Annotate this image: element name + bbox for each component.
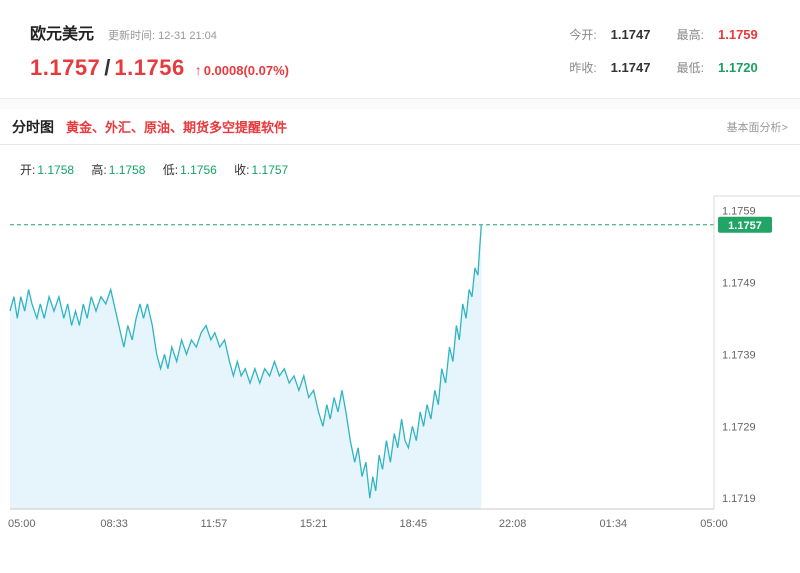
y-tick-label: 1.1739 bbox=[722, 349, 756, 361]
price-row: 1.1757 / 1.1756 ↑ 0.0008(0.07%) bbox=[30, 55, 770, 81]
last-price-badge-label: 1.1757 bbox=[728, 220, 762, 232]
intraday-chart[interactable]: 1.1759 1.1749 1.1739 1.1729 1.1719 1.1757 05:0… bbox=[0, 184, 800, 559]
ohlc-high-value: 1.1758 bbox=[108, 163, 146, 177]
chart-section: 开: 1.1758 高: 1.1758 低: 1.1756 收: 1.1757 1.17… bbox=[0, 145, 800, 559]
ohlc-close-label: 收: bbox=[234, 163, 250, 177]
ohlc-close-value: 1.1757 bbox=[251, 163, 289, 177]
price-area-fill bbox=[10, 224, 482, 510]
update-time-value: 12-31 21:04 bbox=[158, 30, 217, 42]
page: 欧元美元 更新时间: 12-31 21:04 1.1757 / 1.1756 ↑… bbox=[0, 0, 800, 559]
ohlc-high-label: 高: bbox=[91, 163, 107, 177]
x-tick-label: 22:08 bbox=[499, 518, 527, 530]
stat-prevclose-value: 1.1747 bbox=[610, 60, 651, 75]
up-arrow-icon: ↑ bbox=[194, 62, 202, 78]
price-line bbox=[9, 224, 482, 499]
x-tick-label: 05:00 bbox=[700, 518, 728, 530]
x-tick-label: 18:45 bbox=[400, 518, 428, 530]
quote-panel: 欧元美元 更新时间: 12-31 21:04 1.1757 / 1.1756 ↑… bbox=[0, 0, 800, 99]
tab-timeshare-chart[interactable]: 分时图 bbox=[12, 118, 54, 135]
x-tick-label: 01:34 bbox=[600, 518, 628, 530]
ask-price: 1.1756 bbox=[114, 55, 185, 80]
symbol-name: 欧元美元 bbox=[30, 26, 95, 43]
ohlc-open-label: 开: bbox=[20, 163, 36, 177]
stat-low-label: 最低: bbox=[676, 61, 704, 75]
update-time-label: 更新时间: bbox=[108, 30, 156, 42]
fundamental-analysis-link[interactable]: 基本面分析> bbox=[726, 121, 788, 134]
y-tick-label: 1.1759 bbox=[722, 205, 756, 217]
quote-title-row: 欧元美元 更新时间: 12-31 21:04 bbox=[30, 0, 770, 44]
quote-left: 欧元美元 更新时间: 12-31 21:04 1.1757 / 1.1756 ↑… bbox=[30, 0, 770, 81]
x-tick-label: 08:33 bbox=[100, 518, 128, 530]
quote-stats: 今开: 1.1747 最高: 1.1759 昨收: 1.1747 最低: 1.1… bbox=[569, 26, 770, 76]
price-change: 0.0008(0.07%) bbox=[203, 63, 289, 78]
y-tick-label: 1.1749 bbox=[722, 277, 756, 289]
y-tick-label: 1.1729 bbox=[722, 421, 756, 433]
stat-low-value: 1.1720 bbox=[718, 60, 758, 75]
update-time: 更新时间: 12-31 21:04 bbox=[108, 27, 217, 43]
stat-high-value: 1.1759 bbox=[718, 27, 758, 42]
ohlc-open-value: 1.1758 bbox=[37, 163, 75, 177]
x-tick-label: 11:57 bbox=[201, 518, 228, 530]
stat-high-label: 最高: bbox=[676, 28, 704, 42]
x-tick-label: 15:21 bbox=[300, 518, 328, 530]
promo-link[interactable]: 黄金、外汇、原油、期货多空提醒软件 bbox=[66, 120, 288, 135]
section-divider bbox=[0, 99, 800, 109]
ohlc-low-value: 1.1756 bbox=[180, 163, 217, 177]
stat-open-label: 今开: bbox=[569, 28, 597, 42]
ohlc-low-label: 低: bbox=[162, 163, 179, 177]
bid-price: 1.1757 bbox=[30, 55, 101, 80]
stat-open-value: 1.1747 bbox=[610, 27, 651, 42]
price-separator: / bbox=[104, 55, 111, 80]
y-tick-label: 1.1719 bbox=[722, 493, 756, 505]
ohlc-row: 开: 1.1758 高: 1.1758 低: 1.1756 收: 1.1757 bbox=[0, 153, 800, 184]
x-tick-label: 05:00 bbox=[8, 518, 36, 530]
stat-prevclose-label: 昨收: bbox=[569, 61, 597, 75]
last-price-badge bbox=[718, 216, 772, 233]
tabbar: 分时图 黄金、外汇、原油、期货多空提醒软件 基本面分析> bbox=[0, 109, 800, 145]
